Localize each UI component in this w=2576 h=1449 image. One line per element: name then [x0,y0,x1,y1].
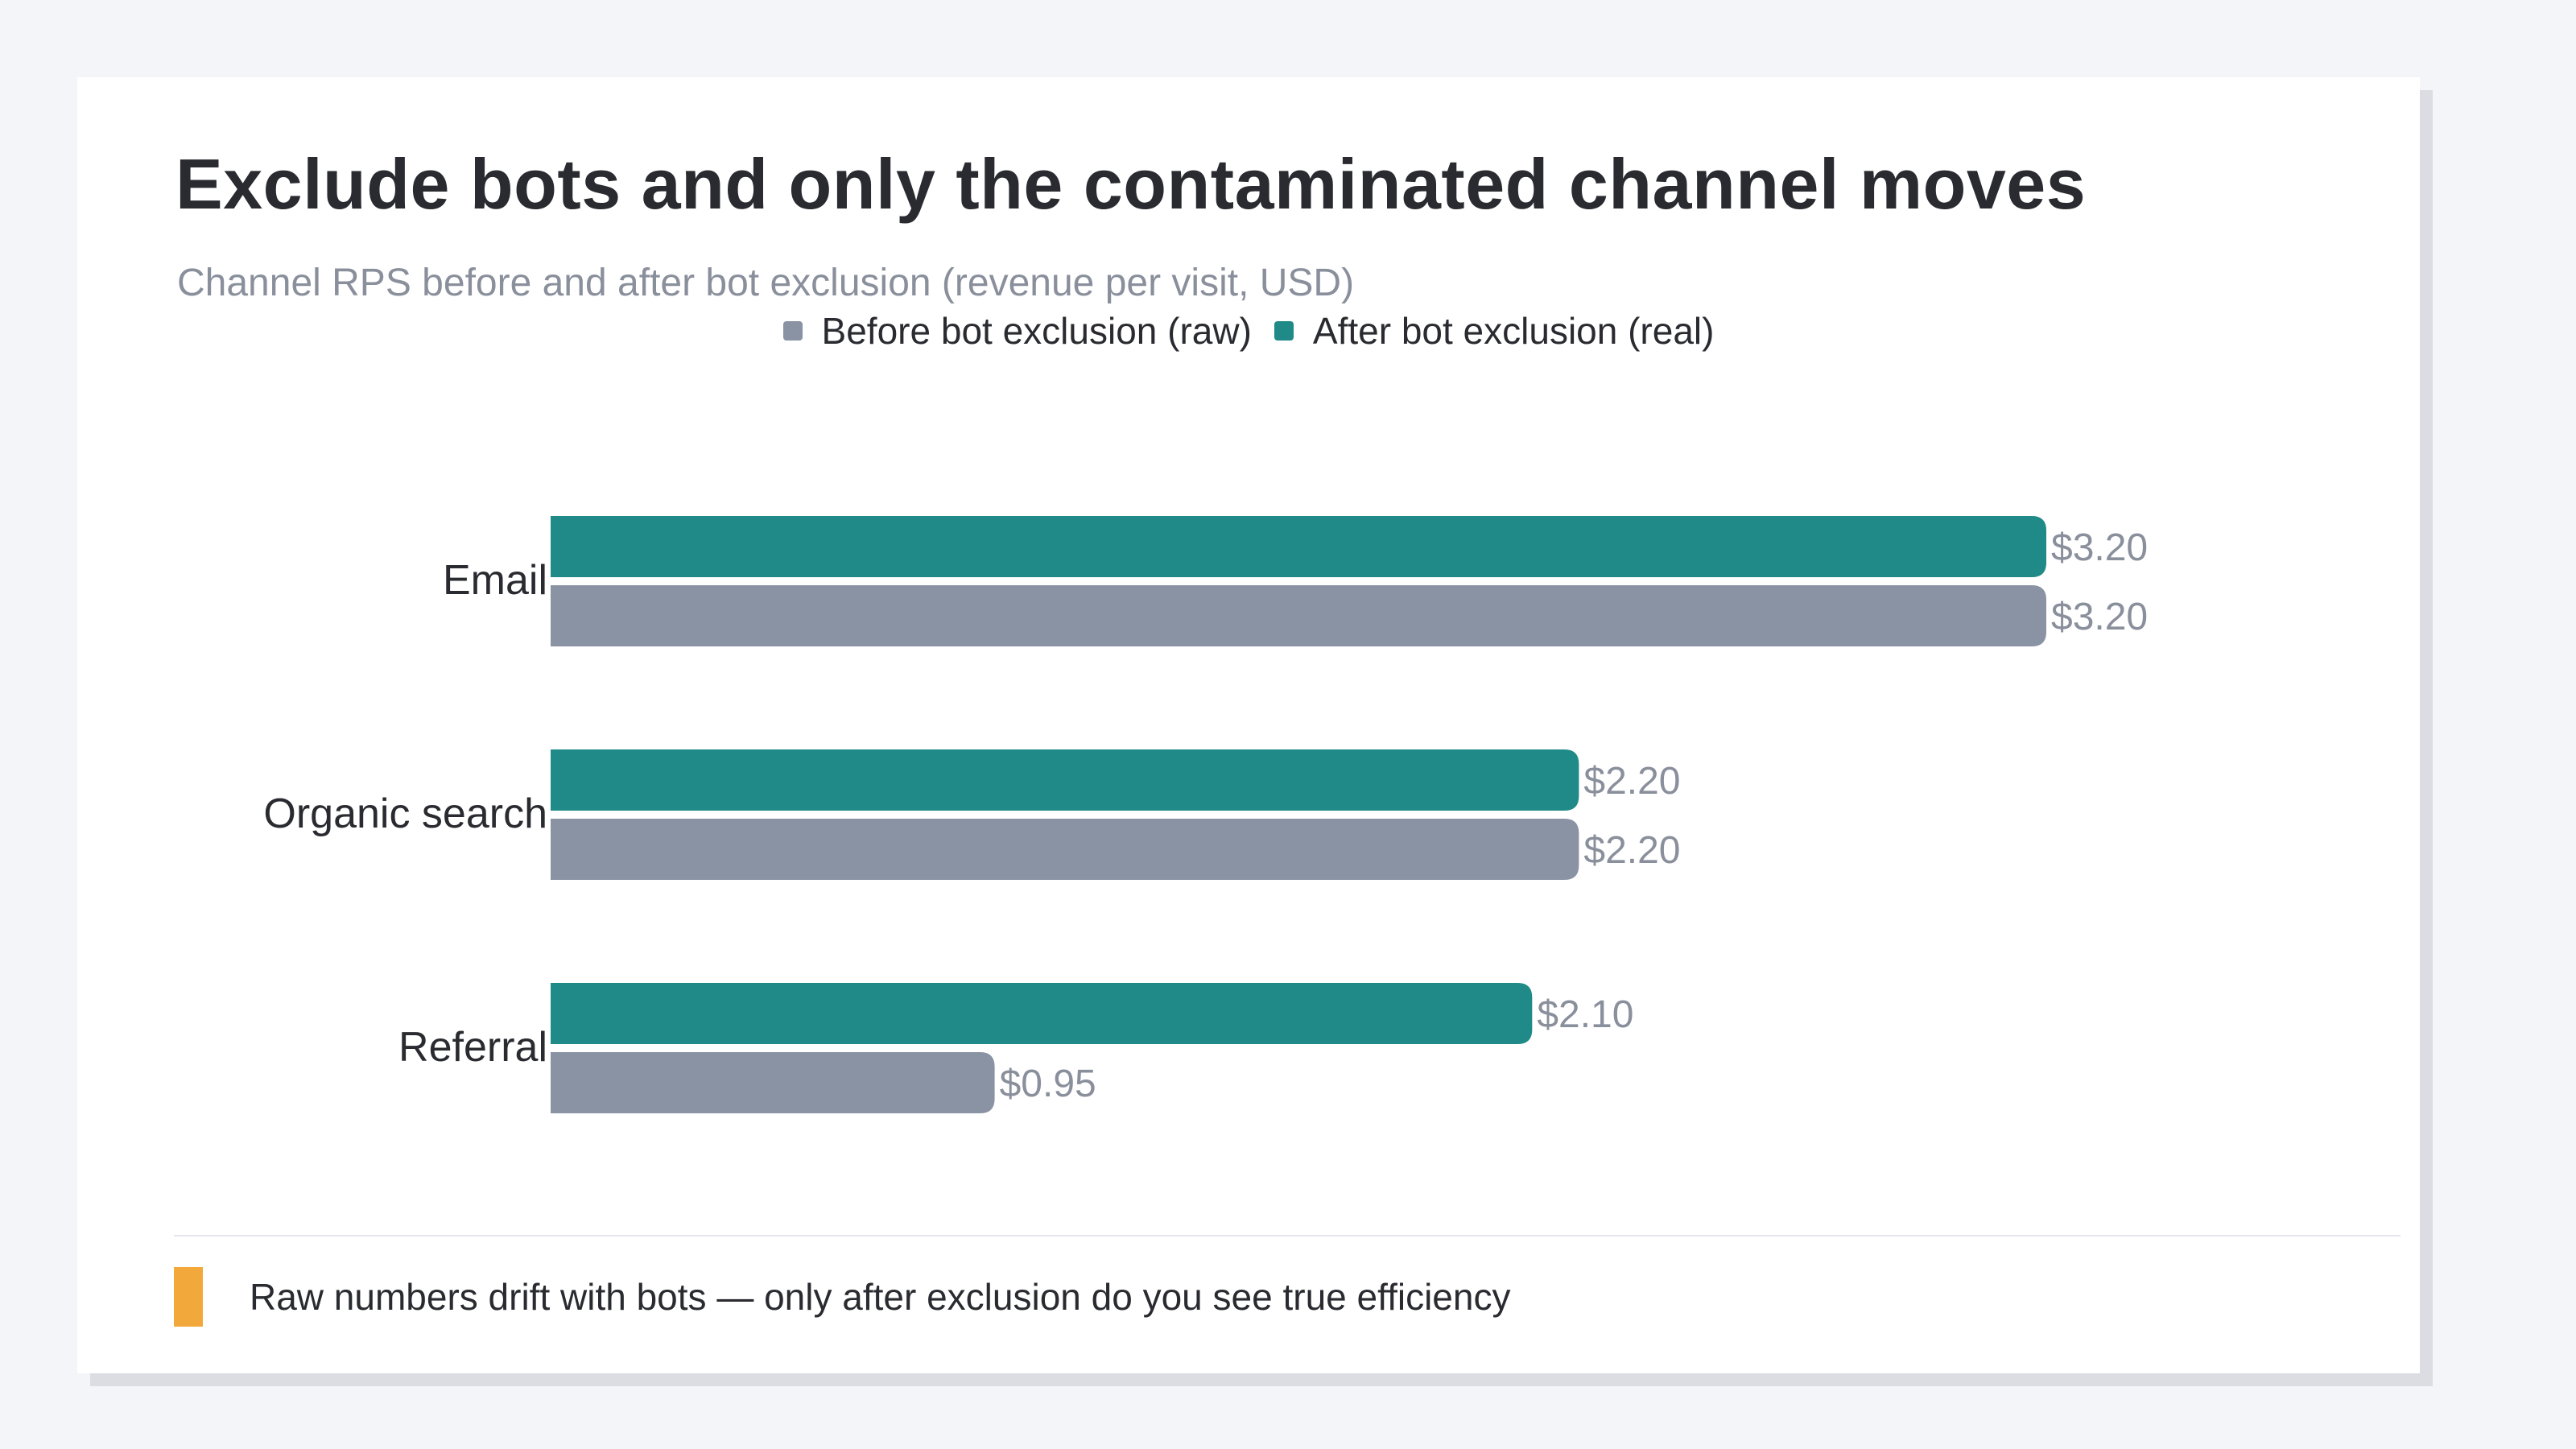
data-label: $2.20 [1583,760,1680,803]
bar-plot: Email $3.20 $3.20 Organic search $2.20 $2.20 R… [263,516,2148,1113]
category-label: Email [443,557,547,604]
bar-real[interactable] [551,749,1579,811]
legend-label-raw: Before bot exclusion (raw) [821,310,1252,352]
note-accent-bar [174,1267,203,1327]
bar-real[interactable] [551,516,2046,577]
bar-group-organic-search: Organic search $2.20 $2.20 [263,749,1681,880]
data-label: $3.20 [2051,596,2148,638]
chart-subtitle: Channel RPS before and after bot exclusi… [177,262,1355,304]
legend-swatch-real [1274,321,1294,341]
chart-legend: Before bot exclusion (raw) After bot exc… [77,309,2420,353]
data-label: $3.20 [2051,526,2148,569]
note-text: Raw numbers drift with bots — only after… [250,1276,1511,1318]
legend-swatch-raw [782,321,803,341]
data-label: $2.10 [1537,993,1633,1036]
legend-label-real: After bot exclusion (real) [1312,310,1715,352]
category-label: Referral [398,1024,547,1071]
data-label: $2.20 [1583,829,1680,872]
legend-item-raw[interactable]: Before bot exclusion (raw) [782,309,1252,353]
category-label: Organic search [263,791,547,837]
legend-item-real[interactable]: After bot exclusion (real) [1274,309,1715,353]
data-label: $0.95 [1000,1063,1096,1105]
bar-group-email: Email $3.20 $3.20 [443,516,2148,646]
bar-raw[interactable] [551,585,2046,646]
chart-card: Exclude bots and only the contaminated c… [77,77,2420,1373]
chart-title: Exclude bots and only the contaminated c… [175,144,2087,224]
footer-divider [174,1235,2401,1236]
bar-real[interactable] [551,983,1533,1044]
bar-group-referral: Referral $2.10 $0.95 [398,983,1633,1113]
bar-raw[interactable] [551,1052,995,1113]
bar-raw[interactable] [551,819,1579,880]
